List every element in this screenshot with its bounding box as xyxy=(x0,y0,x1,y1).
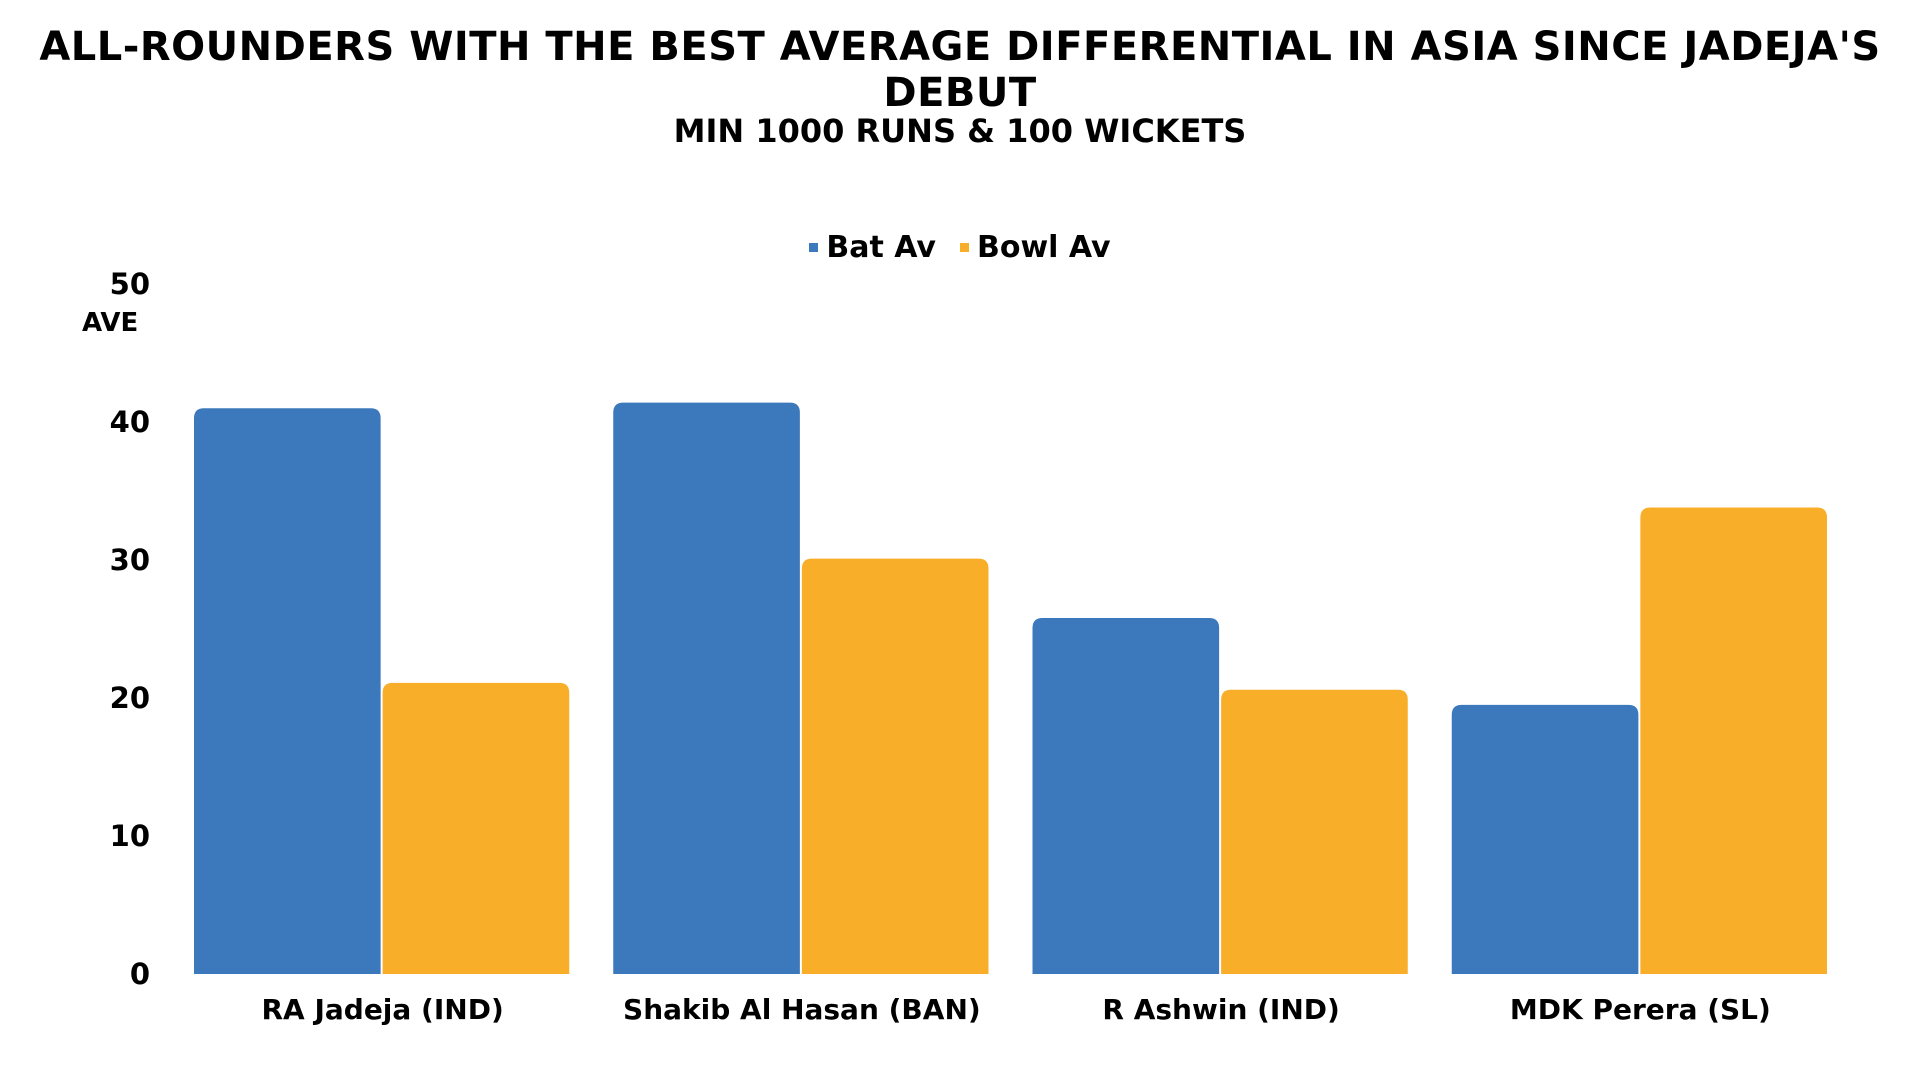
bar-bat-av-3 xyxy=(1451,704,1639,974)
legend-label-bowl-av: Bowl Av xyxy=(976,230,1111,265)
x-tick-label: R Ashwin (IND) xyxy=(1102,993,1339,1026)
y-tick-label: 40 xyxy=(110,405,150,439)
y-tick-label: 20 xyxy=(110,681,150,715)
chart-title: All-Rounders with the best average diffe… xyxy=(39,24,1881,116)
x-tick-label: MDK Perera (SL) xyxy=(1510,993,1771,1026)
y-tick-label: 50 xyxy=(110,267,150,301)
bar-bowl-av-2 xyxy=(1221,689,1408,974)
x-tick-label: Shakib Al Hasan (BAN) xyxy=(623,993,981,1026)
bar-bowl-av-1 xyxy=(801,558,989,974)
bar-bat-av-1 xyxy=(613,402,800,974)
bar-bowl-av-0 xyxy=(382,682,570,974)
y-axis-label: AVE xyxy=(82,308,139,338)
y-tick-label: 10 xyxy=(110,819,150,853)
legend-item-bowl-av: Bowl Av xyxy=(959,230,1111,265)
legend-swatch-bat-av xyxy=(809,243,819,252)
bar-bat-av-2 xyxy=(1032,617,1220,974)
y-tick-label: 30 xyxy=(110,543,150,577)
bar-bowl-av-3 xyxy=(1640,507,1827,974)
bar-bat-av-0 xyxy=(194,408,381,974)
y-tick-label: 0 xyxy=(130,957,150,991)
legend-label-bat-av: Bat Av xyxy=(826,230,936,265)
legend-swatch-bowl-av xyxy=(959,243,969,252)
x-tick-label: RA Jadeja (IND) xyxy=(261,993,503,1026)
legend: Bat Av Bowl Av xyxy=(0,230,1920,265)
chart-subtitle: Min 1000 runs & 100 wickets xyxy=(673,112,1247,150)
legend-item-bat-av: Bat Av xyxy=(809,230,936,265)
